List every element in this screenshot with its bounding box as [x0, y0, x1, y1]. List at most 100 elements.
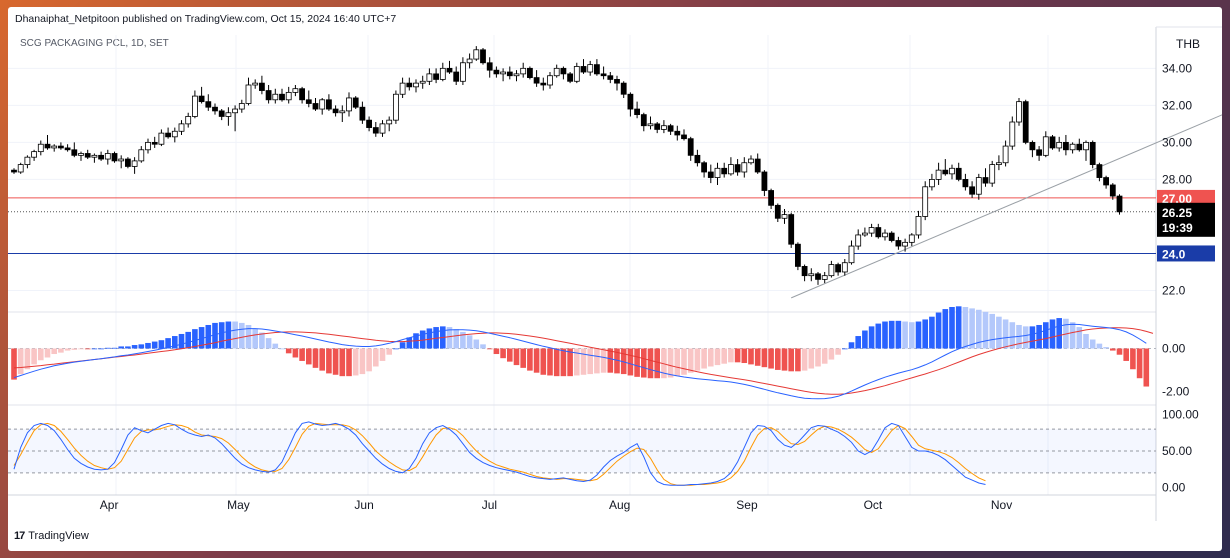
macd-hist-bar	[326, 348, 332, 374]
candle-body	[178, 123, 185, 132]
macd-hist-bar	[594, 348, 600, 374]
candle-body	[895, 240, 902, 247]
macd-hist-bar	[1143, 348, 1150, 387]
candle-body	[647, 123, 654, 127]
candle-body	[98, 154, 104, 160]
macd-hist-bar	[339, 348, 346, 377]
tradingview-logo[interactable]: 17 TradingView	[14, 530, 89, 542]
macd-hist-bar	[1009, 322, 1016, 349]
macd-hist-bar	[98, 348, 104, 350]
candle-body	[64, 147, 71, 151]
candle-body	[1069, 143, 1076, 151]
macd-hist-bar	[969, 308, 975, 349]
macd-hist-bar	[312, 348, 319, 368]
candle-body	[319, 99, 326, 110]
candle-body	[949, 167, 955, 175]
macd-hist-bar	[292, 348, 299, 358]
price-tick-28.00: 28.00	[1162, 172, 1192, 186]
candle-body	[902, 241, 908, 247]
candle-body	[399, 82, 406, 95]
macd-hist-bar	[1043, 322, 1049, 349]
macd-hist-bar	[359, 348, 366, 375]
candle-body	[138, 149, 145, 162]
macd-hist-bar	[895, 320, 902, 349]
candle-body	[607, 75, 614, 80]
candle-body	[795, 243, 801, 267]
candle-body	[707, 171, 714, 178]
x-label-Oct: Oct	[864, 498, 883, 512]
candle-body	[486, 62, 493, 71]
candle-body	[473, 49, 480, 60]
candle-body	[661, 125, 667, 130]
candle-body	[600, 73, 607, 77]
candle-body	[332, 108, 339, 114]
macd-hist-bar	[781, 348, 788, 371]
macd-hist-bar	[71, 348, 78, 350]
last-price-label-bg	[1157, 202, 1215, 237]
candle-body	[299, 88, 306, 101]
candle-body	[955, 167, 962, 180]
macd-hist-bar	[346, 348, 352, 377]
candle-body	[667, 125, 674, 132]
macd-hist-bar	[687, 348, 694, 373]
x-label-Sep: Sep	[736, 498, 758, 512]
x-label-Apr: Apr	[100, 498, 119, 512]
tradingview-logo-icon: 17	[14, 530, 25, 542]
macd-hist-bar	[553, 348, 560, 377]
macd-hist-bar	[922, 319, 928, 349]
macd-hist-bar	[607, 348, 614, 373]
candle-body	[815, 273, 821, 280]
candle-body	[406, 82, 413, 88]
candle-body	[687, 138, 694, 156]
macd-hist-bar	[821, 348, 828, 364]
candle-body	[44, 143, 51, 149]
candle-body	[245, 84, 252, 104]
macd-hist-bar	[151, 341, 158, 349]
macd-hist-bar	[520, 348, 526, 368]
macd-hist-bar	[1069, 322, 1076, 349]
macd-hist-bar	[446, 327, 453, 349]
candle-body	[734, 164, 741, 173]
macd-hist-bar	[252, 328, 258, 349]
macd-hist-bar	[185, 331, 191, 349]
candle-body	[118, 158, 125, 162]
macd-hist-bar	[815, 348, 821, 367]
candle-body	[929, 179, 935, 188]
macd-hist-bar	[768, 348, 774, 369]
macd-hist-bar	[145, 342, 151, 349]
currency-label[interactable]: THB	[1176, 37, 1200, 51]
macd-hist-bar	[949, 307, 955, 349]
candle-body	[453, 71, 460, 82]
candle-body	[540, 82, 547, 86]
macd-hist-bar	[24, 348, 31, 370]
macd-signal-line	[13, 327, 1154, 395]
candle-body	[24, 156, 31, 165]
macd-hist-bar	[212, 322, 218, 349]
candle-body	[714, 167, 721, 178]
macd-hist-bar	[165, 338, 171, 349]
candle-body	[131, 160, 138, 167]
macd-hist-bar	[1022, 326, 1029, 349]
candle-body	[754, 158, 761, 173]
macd-hist-bar	[701, 348, 707, 369]
stoch-d-line	[13, 422, 986, 486]
macd-hist-bar	[513, 348, 520, 366]
macd-hist-bar	[641, 348, 647, 378]
macd-hist-bar	[480, 344, 486, 349]
candle-body	[1076, 143, 1083, 151]
candle-body	[882, 232, 888, 238]
stoch-tick-100.00: 100.00	[1162, 408, 1199, 422]
candle-body	[694, 154, 701, 164]
candle-body	[31, 151, 38, 158]
candle-body	[527, 67, 533, 78]
candle-body	[292, 88, 299, 93]
macd-hist-bar	[955, 306, 962, 349]
macd-hist-bar	[406, 337, 413, 349]
macd-hist-bar	[708, 348, 714, 367]
candle-body	[1063, 141, 1069, 151]
macd-hist-bar	[1116, 348, 1123, 355]
candle-body	[748, 158, 754, 164]
macd-hist-bar	[654, 348, 660, 379]
candle-body	[1056, 141, 1063, 149]
